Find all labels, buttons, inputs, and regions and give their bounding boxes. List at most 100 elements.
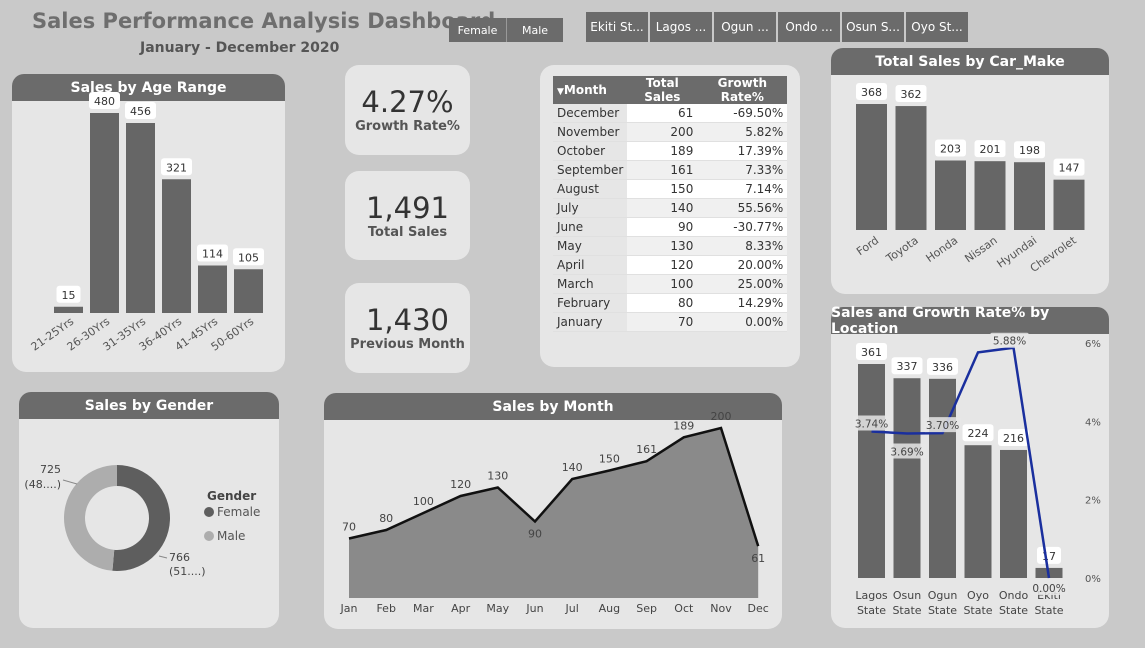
month-data-label: 70 bbox=[342, 521, 356, 534]
car-bar-label-box bbox=[1053, 158, 1085, 176]
cell-total-sales: 189 bbox=[627, 141, 698, 161]
location-bar bbox=[858, 364, 885, 578]
gender-slice-male bbox=[64, 465, 117, 571]
location-growth-label-box bbox=[990, 332, 1029, 348]
month-data-label: 120 bbox=[450, 478, 471, 491]
location-growth-label-box bbox=[923, 417, 962, 433]
location-y2-tick: 6% bbox=[1085, 339, 1101, 350]
age-bar-label-box bbox=[197, 244, 228, 262]
location-bar-label-box bbox=[891, 357, 923, 375]
column-header-total-sales[interactable]: Total Sales bbox=[627, 76, 698, 104]
kpi-previous-month-label: Previous Month bbox=[350, 337, 465, 352]
cell-month: September bbox=[553, 160, 628, 180]
gender-legend-title: Gender bbox=[207, 489, 256, 503]
kpi-growth-rate-label: Growth Rate% bbox=[355, 119, 460, 134]
gender-female-value-label: 766 bbox=[169, 551, 190, 564]
age-bar-label: 321 bbox=[166, 161, 187, 174]
table-row: September 161 7.33% bbox=[553, 160, 788, 180]
cell-total-sales: 80 bbox=[627, 293, 698, 313]
kpi-total-sales-label: Total Sales bbox=[367, 225, 448, 240]
location-growth-label: 3.74% bbox=[855, 419, 888, 431]
car-tick-label: Toyota bbox=[883, 234, 921, 266]
table-row: August 150 7.14% bbox=[553, 179, 788, 199]
gender-male-value-label: 725 bbox=[40, 463, 61, 476]
gender-slicer-female[interactable]: Female bbox=[449, 18, 507, 42]
state-slicer: Ekiti St... Lagos ... Ogun ... Ondo ... … bbox=[586, 12, 968, 42]
cell-month: May bbox=[553, 236, 628, 256]
month-tick-label: Feb bbox=[376, 602, 395, 615]
age-bar-label: 105 bbox=[238, 251, 259, 264]
age-bar-label: 114 bbox=[202, 248, 223, 261]
car-bar-label: 147 bbox=[1059, 162, 1080, 175]
cell-growth-rate: 8.33% bbox=[697, 236, 788, 256]
age-bar bbox=[126, 123, 155, 313]
table-row: June 90 -30.77% bbox=[553, 217, 788, 237]
age-bar bbox=[90, 113, 119, 313]
cell-growth-rate: 17.39% bbox=[697, 141, 788, 161]
month-data-label: 80 bbox=[379, 512, 393, 525]
column-header-month[interactable]: ▼Month bbox=[553, 76, 628, 104]
state-slicer-osun[interactable]: Osun S... bbox=[842, 12, 904, 42]
state-slicer-ondo[interactable]: Ondo ... bbox=[778, 12, 840, 42]
cell-total-sales: 130 bbox=[627, 236, 698, 256]
car-bar bbox=[1053, 179, 1085, 230]
age-bar-label-box bbox=[125, 102, 156, 119]
state-slicer-lagos[interactable]: Lagos ... bbox=[650, 12, 712, 42]
column-header-growth-rate[interactable]: Growth Rate% bbox=[697, 76, 788, 104]
age-bar bbox=[234, 269, 263, 313]
cell-month: August bbox=[553, 179, 628, 199]
cell-month: January bbox=[553, 312, 628, 332]
table-row: May 130 8.33% bbox=[553, 236, 788, 256]
cell-growth-rate: 20.00% bbox=[697, 255, 788, 275]
state-slicer-ekiti[interactable]: Ekiti St... bbox=[586, 12, 648, 42]
month-tick-label: Apr bbox=[451, 602, 471, 615]
location-bar-label: 337 bbox=[897, 360, 918, 373]
location-tick-label-line2: State bbox=[999, 604, 1028, 617]
car-make-title: Total Sales by Car_Make bbox=[831, 48, 1109, 75]
car-make-chart: 368Ford362Toyota203Honda201Nissan198Hyun… bbox=[854, 83, 1085, 275]
table-row: January 70 0.00% bbox=[553, 312, 788, 332]
location-bar bbox=[964, 445, 992, 578]
table-row: April 120 20.00% bbox=[553, 255, 788, 275]
car-bar-label-box bbox=[935, 139, 966, 157]
cell-month: July bbox=[553, 198, 628, 218]
cell-month: February bbox=[553, 293, 628, 313]
location-y2-tick: 4% bbox=[1085, 417, 1101, 428]
dashboard-title: Sales Performance Analysis Dashboard bbox=[32, 9, 496, 33]
location-bar-label: 224 bbox=[968, 427, 989, 440]
location-bar-label: 216 bbox=[1003, 432, 1024, 445]
cell-growth-rate: 25.00% bbox=[697, 274, 788, 294]
location-growth-label: 5.88% bbox=[993, 336, 1026, 348]
car-bar bbox=[974, 161, 1006, 230]
car-bar-label-box bbox=[974, 140, 1006, 158]
location-bar-label-box bbox=[962, 424, 994, 442]
car-bar-label: 362 bbox=[901, 88, 922, 101]
location-bar-label-box bbox=[927, 357, 958, 375]
gender-slicer-male[interactable]: Male bbox=[521, 23, 549, 37]
gender-panel: Sales by Gender 766 (51....) 725 (48....) Ge… bbox=[19, 392, 279, 628]
location-y2-tick: 2% bbox=[1085, 496, 1101, 507]
month-tick-label: Sep bbox=[636, 602, 657, 615]
table-row: November 200 5.82% bbox=[553, 122, 788, 142]
location-tick-label-line2: State bbox=[963, 604, 992, 617]
gender-legend-label: Female bbox=[217, 505, 260, 519]
cell-month: November bbox=[553, 122, 628, 142]
month-tick-label: Jan bbox=[340, 602, 358, 615]
month-data-label: 200 bbox=[711, 410, 732, 423]
month-tick-label: Aug bbox=[599, 602, 620, 615]
cell-growth-rate: 7.14% bbox=[697, 179, 788, 199]
state-slicer-oyo[interactable]: Oyo St... bbox=[906, 12, 968, 42]
month-data-label: 130 bbox=[487, 470, 508, 483]
gender-male-leader-line bbox=[62, 479, 78, 485]
month-data-label: 189 bbox=[673, 419, 694, 432]
cell-month: June bbox=[553, 217, 628, 237]
age-range-chart: 1521-25Yrs48026-30Yrs45631-35Yrs32136-40… bbox=[29, 92, 264, 354]
table-row: July 140 55.56% bbox=[553, 198, 788, 218]
month-area-line bbox=[348, 426, 760, 547]
state-slicer-ogun[interactable]: Ogun ... bbox=[714, 12, 776, 42]
cell-growth-rate: 5.82% bbox=[697, 122, 788, 142]
table-row: October 189 17.39% bbox=[553, 141, 788, 161]
location-title: Sales and Growth Rate% by Location bbox=[831, 305, 1109, 337]
cell-growth-rate: 7.33% bbox=[697, 160, 788, 180]
gender-title: Sales by Gender bbox=[19, 392, 279, 419]
